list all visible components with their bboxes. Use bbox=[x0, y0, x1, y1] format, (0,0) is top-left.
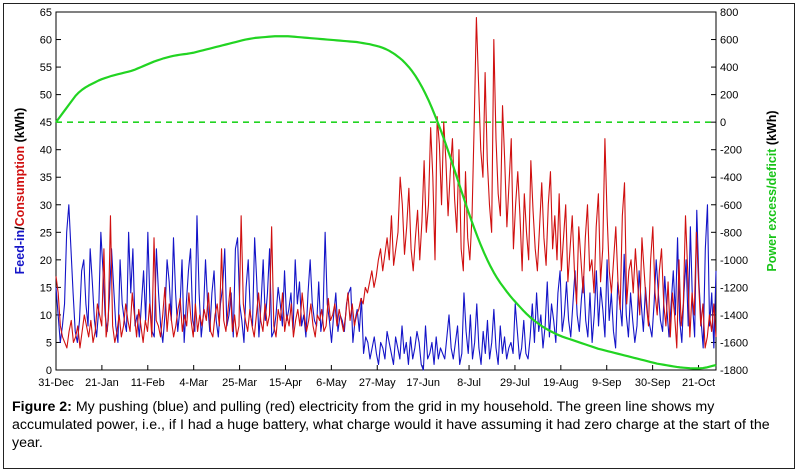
x-tick-label: 8-Jul bbox=[457, 377, 481, 389]
right-y-tick-label: 200 bbox=[720, 90, 738, 102]
x-tick-label: 31-Dec bbox=[38, 377, 74, 389]
right-y-tick-label: -800 bbox=[720, 227, 742, 239]
figure-caption: Figure 2: My pushing (blue) and pulling … bbox=[12, 398, 792, 452]
right-y-tick-label: -1400 bbox=[720, 310, 748, 322]
x-tick-label: 25-Mar bbox=[222, 377, 257, 389]
left-y-tick-label: 40 bbox=[40, 145, 52, 157]
x-tick-label: 21-Jan bbox=[85, 377, 119, 389]
right-y-tick-label: -1800 bbox=[720, 365, 748, 377]
x-tick-label: 17-Jun bbox=[406, 377, 440, 389]
left-y-tick-label: 20 bbox=[40, 255, 52, 267]
left-y-axis: 0 5 10 15 20 25 30 35 40 45 50 55 60 65 bbox=[40, 7, 61, 377]
consumption-line bbox=[55, 16, 717, 349]
x-tick-label: 9-Sep bbox=[592, 377, 621, 389]
right-y-tick-label: -1000 bbox=[720, 255, 748, 267]
figure-frame: 31-Dec 21-Jan 11-Feb 4-Mar 25-Mar 15-Apr 6-May… bbox=[3, 3, 795, 469]
axis-label-part: / bbox=[13, 226, 27, 230]
left-y-tick-label: 55 bbox=[40, 62, 52, 74]
left-y-tick-label: 60 bbox=[40, 35, 52, 47]
axis-label-part: (kWh) bbox=[13, 108, 27, 146]
right-y-axis: -1800 -1600 -1400 -1200 -1000 -800 -600 -400 -20… bbox=[711, 7, 748, 377]
axis-label-part: Feed-in bbox=[13, 230, 27, 274]
x-tick-label: 4-Mar bbox=[179, 377, 208, 389]
right-y-tick-label: -1600 bbox=[720, 337, 748, 349]
x-tick-label: 6-May bbox=[316, 377, 347, 389]
caption-text: My pushing (blue) and pulling (red) elec… bbox=[12, 399, 770, 451]
left-y-tick-label: 10 bbox=[40, 310, 52, 322]
caption-label: Figure 2: bbox=[12, 399, 72, 415]
x-tick-label: 30-Sep bbox=[635, 377, 670, 389]
left-y-tick-label: 30 bbox=[40, 200, 52, 212]
axis-label-part: (kWh) bbox=[765, 110, 779, 148]
axis-label-part: Power excess/deficit bbox=[765, 148, 779, 272]
left-y-tick-label: 5 bbox=[46, 337, 52, 349]
right-y-tick-label: -600 bbox=[720, 200, 742, 212]
right-y-tick-label: -400 bbox=[720, 172, 742, 184]
x-tick-label: 29-Jul bbox=[500, 377, 530, 389]
left-axis-label: Feed-in/Consumption (kWh) bbox=[13, 108, 27, 275]
right-y-tick-label: -1200 bbox=[720, 282, 748, 294]
chart: 31-Dec 21-Jan 11-Feb 4-Mar 25-Mar 15-Apr 6-May… bbox=[13, 7, 779, 389]
left-y-tick-label: 25 bbox=[40, 227, 52, 239]
feed-in-line bbox=[55, 204, 717, 371]
x-tick-label: 27-May bbox=[359, 377, 396, 389]
right-y-tick-label: 0 bbox=[720, 117, 726, 129]
x-axis: 31-Dec 21-Jan 11-Feb 4-Mar 25-Mar 15-Apr 6-May… bbox=[38, 365, 715, 389]
x-tick-label: 19-Aug bbox=[543, 377, 578, 389]
left-y-tick-label: 50 bbox=[40, 90, 52, 102]
x-tick-label: 21-Oct bbox=[682, 377, 715, 389]
right-y-tick-label: 600 bbox=[720, 35, 738, 47]
left-y-tick-label: 65 bbox=[40, 7, 52, 19]
right-y-tick-label: 800 bbox=[720, 7, 738, 19]
power-balance-line bbox=[55, 35, 717, 370]
left-y-tick-label: 35 bbox=[40, 172, 52, 184]
right-axis-label: Power excess/deficit (kWh) bbox=[765, 110, 779, 271]
axis-label-part: Consumption bbox=[13, 146, 27, 227]
series-layer bbox=[55, 16, 717, 371]
left-y-tick-label: 15 bbox=[40, 282, 52, 294]
right-y-tick-label: 400 bbox=[720, 62, 738, 74]
x-tick-label: 15-Apr bbox=[269, 377, 302, 389]
x-tick-label: 11-Feb bbox=[131, 377, 165, 389]
left-y-tick-label: 0 bbox=[46, 365, 52, 377]
left-y-tick-label: 45 bbox=[40, 117, 52, 129]
right-y-tick-label: -200 bbox=[720, 145, 742, 157]
